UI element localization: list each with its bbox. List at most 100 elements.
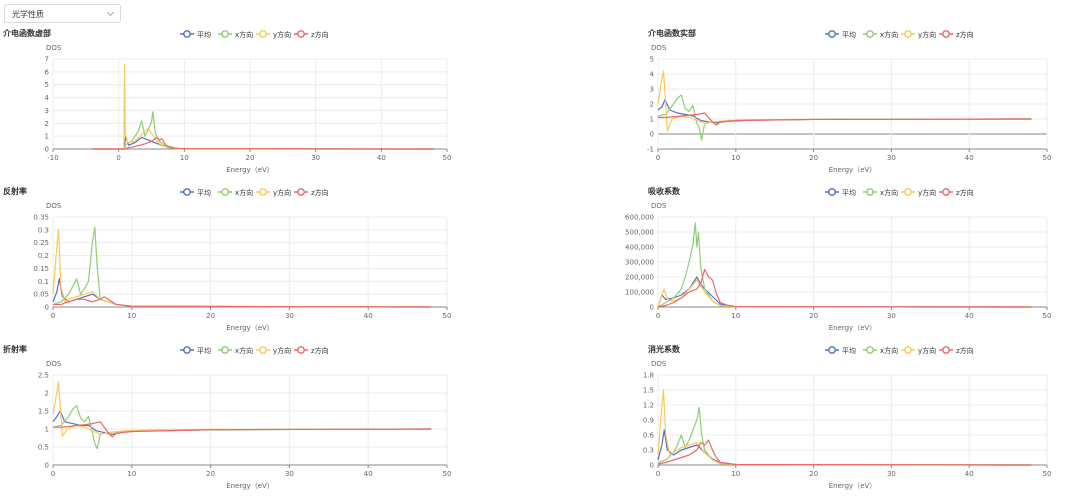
x-tick-label: 0 xyxy=(51,470,55,478)
y-tick-label: 300,000 xyxy=(625,259,654,267)
y-tick-label: 0.35 xyxy=(33,214,49,222)
y-tick-label: 6 xyxy=(45,68,50,76)
series-line-1 xyxy=(92,135,434,150)
series-line-2 xyxy=(92,111,434,150)
legend-item-4[interactable]: z方向 xyxy=(939,30,974,39)
legend-circle-icon xyxy=(259,30,267,38)
legend-circle-icon xyxy=(942,346,950,354)
x-tick-label: 10 xyxy=(731,470,740,478)
legend-item-2[interactable]: x方向 xyxy=(218,30,253,39)
legend-item-1[interactable]: 平均 xyxy=(825,30,856,39)
x-tick-label: 0 xyxy=(51,312,55,320)
series-line-2 xyxy=(657,406,1032,466)
x-tick-label: 0 xyxy=(656,312,660,320)
y-tick-label: 0 xyxy=(45,304,49,312)
y-tick-label: 0.2 xyxy=(38,252,49,260)
series-line-3 xyxy=(657,279,1032,308)
legend-item-3[interactable]: y方向 xyxy=(256,188,291,197)
y-tick-label: 1 xyxy=(45,133,49,141)
chart-reflectivity: 反射率 平均 x方向 y方向 z方向 DOS 0 0.05 0.1 0.15 0.2 0.25 0.3 0… xyxy=(3,186,452,332)
y-tick-label: 2.5 xyxy=(38,372,49,380)
series-line-4 xyxy=(657,268,1032,308)
legend-item-3[interactable]: y方向 xyxy=(256,346,291,355)
legend-item-4[interactable]: z方向 xyxy=(294,188,329,197)
y-tick-label: 2 xyxy=(650,101,654,109)
legend-item-4[interactable]: z方向 xyxy=(294,30,329,39)
y-tick-label: 0 xyxy=(650,304,654,312)
legend-item-1[interactable]: 平均 xyxy=(825,346,856,355)
legend-item-2[interactable]: x方向 xyxy=(863,346,898,355)
legend-item-2[interactable]: x方向 xyxy=(218,346,253,355)
legend-label: x方向 xyxy=(235,30,253,39)
legend-circle-icon xyxy=(221,188,229,196)
legend-circle-icon xyxy=(183,188,191,196)
series-line-4 xyxy=(657,439,1032,466)
y-tick-label: 2 xyxy=(45,390,49,398)
legend-circle-icon xyxy=(297,30,305,38)
x-tick-label: 40 xyxy=(965,312,974,320)
legend-circle-icon xyxy=(904,30,912,38)
chevron-down-icon xyxy=(106,8,115,17)
legend-item-3[interactable]: y方向 xyxy=(901,30,936,39)
legend-item-3[interactable]: y方向 xyxy=(901,346,936,355)
legend-item-4[interactable]: z方向 xyxy=(294,346,329,355)
legend-circle-icon xyxy=(221,30,229,38)
y-tick-label: 1.2 xyxy=(643,402,654,410)
x-tick-label: 30 xyxy=(887,154,896,162)
legend-circle-icon xyxy=(866,30,874,38)
legend-item-1[interactable]: 平均 xyxy=(180,188,211,197)
legend-item-2[interactable]: x方向 xyxy=(863,30,898,39)
x-tick-label: 50 xyxy=(443,154,452,162)
y-tick-label: 400,000 xyxy=(625,244,654,252)
y-tick-label: 1.5 xyxy=(38,408,49,416)
y-tick-label: 1.5 xyxy=(643,387,654,395)
y-tick-label: 600,000 xyxy=(625,214,654,222)
legend-label: z方向 xyxy=(311,188,329,197)
legend-item-2[interactable]: x方向 xyxy=(218,188,253,197)
legend-item-2[interactable]: x方向 xyxy=(863,188,898,197)
y-tick-label: 0.5 xyxy=(38,444,49,452)
legend-circle-icon xyxy=(297,188,305,196)
y-tick-label: 100,000 xyxy=(625,289,654,297)
x-tick-label: 50 xyxy=(443,312,452,320)
x-tick-label: 20 xyxy=(246,154,255,162)
x-axis-label: Energy（eV） xyxy=(226,166,274,174)
legend-label: z方向 xyxy=(311,346,329,355)
x-tick-label: 40 xyxy=(364,470,373,478)
legend-label: x方向 xyxy=(880,346,898,355)
legend-item-3[interactable]: y方向 xyxy=(901,188,936,197)
legend-item-1[interactable]: 平均 xyxy=(825,188,856,197)
legend-item-3[interactable]: y方向 xyxy=(256,30,291,39)
y-axis-label: DOS xyxy=(651,44,667,52)
x-axis-label: Energy（eV） xyxy=(829,166,877,174)
legend-circle-icon xyxy=(259,188,267,196)
y-tick-label: 1 xyxy=(650,116,654,124)
legend-label: z方向 xyxy=(956,188,974,197)
legend-circle-icon xyxy=(828,188,836,196)
legend-label: 平均 xyxy=(197,188,211,197)
legend-circle-icon xyxy=(183,346,191,354)
legend-label: y方向 xyxy=(918,346,936,355)
y-tick-label: 0.3 xyxy=(643,447,654,455)
x-tick-label: 0 xyxy=(656,154,660,162)
series-line-3 xyxy=(92,63,434,150)
legend-item-1[interactable]: 平均 xyxy=(180,30,211,39)
y-tick-label: 0 xyxy=(45,146,49,154)
legend-label: y方向 xyxy=(273,30,291,39)
series-line-1 xyxy=(52,410,432,435)
x-tick-label: 50 xyxy=(1043,312,1052,320)
x-axis-label: Energy（eV） xyxy=(829,324,877,332)
y-tick-label: 5 xyxy=(45,81,49,89)
legend-item-1[interactable]: 平均 xyxy=(180,346,211,355)
legend-label: x方向 xyxy=(235,188,253,197)
y-tick-label: 500,000 xyxy=(625,229,654,237)
legend-label: x方向 xyxy=(880,188,898,197)
legend-item-4[interactable]: z方向 xyxy=(939,346,974,355)
property-select[interactable]: 光学性质 xyxy=(4,4,121,23)
legend-circle-icon xyxy=(183,30,191,38)
series-line-2 xyxy=(52,405,432,450)
legend-circle-icon xyxy=(904,346,912,354)
y-axis-label: DOS xyxy=(651,360,667,368)
legend-item-4[interactable]: z方向 xyxy=(939,188,974,197)
x-tick-label: 40 xyxy=(364,312,373,320)
